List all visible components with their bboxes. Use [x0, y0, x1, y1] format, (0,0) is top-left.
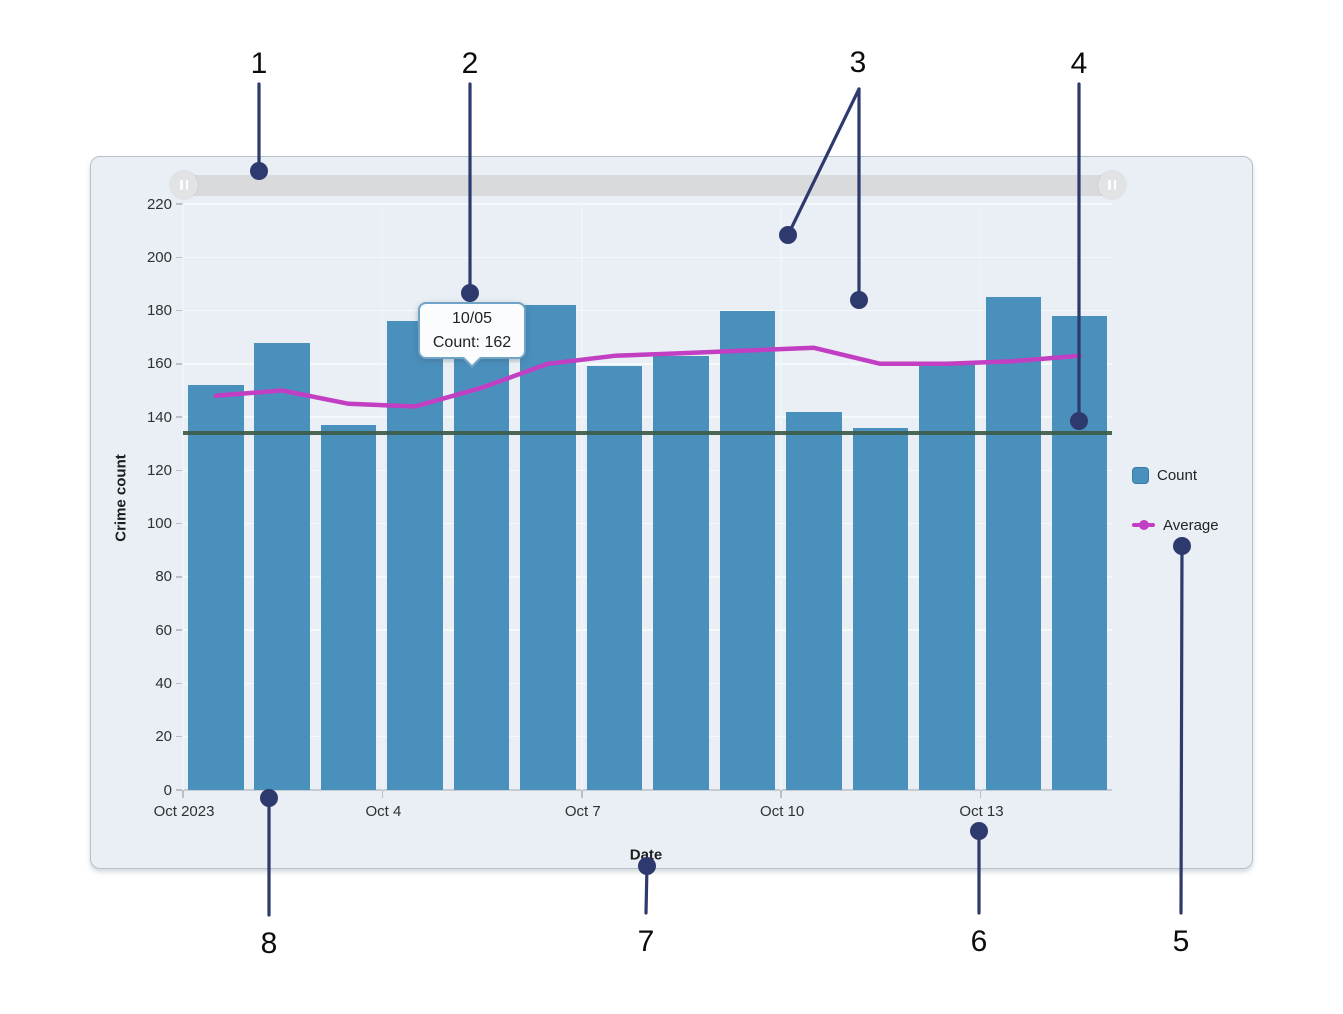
- x-tick-mark: [979, 790, 982, 798]
- y-tick-mark: [176, 522, 183, 525]
- tooltip: 10/05 Count: 162: [418, 302, 526, 359]
- slider-grip-icon: [180, 180, 188, 190]
- x-gridline: [979, 204, 982, 790]
- count-bar[interactable]: [387, 321, 443, 790]
- legend-bar-swatch-icon: [1132, 466, 1149, 484]
- x-tick-mark: [780, 790, 782, 798]
- tooltip-date: 10/05: [451, 309, 493, 327]
- slider-right-handle[interactable]: [1098, 171, 1126, 199]
- y-tick-label: 20: [155, 728, 172, 746]
- y-tick-mark: [176, 363, 183, 365]
- y-tick-label: 40: [155, 674, 172, 692]
- y-tick-label: 140: [146, 408, 172, 426]
- y-axis-title: Crime count: [112, 454, 130, 542]
- y-tick-label: 100: [146, 515, 172, 533]
- y-gridline: [183, 735, 1112, 738]
- y-gridline: [183, 203, 1112, 205]
- callout-number-6: 6: [970, 925, 988, 958]
- x-tick-mark: [581, 790, 583, 798]
- count-bar[interactable]: [719, 310, 776, 790]
- callout-number-2: 2: [461, 47, 479, 80]
- x-gridline: [581, 204, 583, 790]
- x-tick-label: Oct 7: [564, 803, 601, 820]
- tooltip-value: Count: 162: [432, 333, 512, 351]
- y-tick-mark: [176, 256, 183, 259]
- legend-item-count[interactable]: Count: [1132, 458, 1197, 492]
- x-tick-label: Oct 2023: [153, 803, 215, 820]
- slider-left-handle[interactable]: [170, 171, 198, 199]
- count-bar[interactable]: [320, 425, 377, 790]
- y-tick-mark: [176, 576, 183, 578]
- y-tick-mark: [176, 416, 183, 418]
- y-gridline: [183, 309, 1112, 312]
- x-tick-mark: [182, 790, 184, 798]
- y-tick-label: 220: [146, 195, 172, 213]
- y-tick-label: 60: [155, 621, 172, 639]
- callout-number-7: 7: [637, 925, 655, 958]
- callout-number-3: 3: [849, 46, 867, 79]
- y-tick-label: 180: [146, 302, 172, 320]
- y-tick-label: 0: [163, 781, 172, 799]
- count-bar[interactable]: [254, 342, 310, 790]
- count-bar[interactable]: [586, 366, 643, 790]
- legend-line-marker-icon: [1132, 520, 1155, 530]
- y-gridline: [183, 522, 1112, 525]
- y-gridline: [183, 416, 1112, 418]
- legend-label: Average: [1163, 516, 1219, 534]
- count-bar[interactable]: [1051, 315, 1108, 790]
- y-tick-mark: [176, 735, 183, 738]
- callout-number-1: 1: [250, 47, 268, 80]
- slider-track[interactable]: [181, 175, 1112, 196]
- y-gridline: [183, 789, 1112, 791]
- count-bar[interactable]: [852, 427, 909, 790]
- y-gridline: [183, 629, 1112, 631]
- y-gridline: [183, 576, 1112, 578]
- reference-line: [183, 430, 1112, 436]
- y-tick-mark: [176, 203, 183, 205]
- y-gridline: [183, 469, 1112, 472]
- y-gridline: [183, 682, 1112, 685]
- y-tick-label: 120: [146, 461, 172, 479]
- y-tick-label: 80: [155, 568, 172, 586]
- callout-number-5: 5: [1172, 925, 1190, 958]
- legend-label: Count: [1157, 466, 1198, 484]
- count-bar[interactable]: [653, 355, 709, 790]
- legend-item-average[interactable]: Average: [1132, 508, 1219, 542]
- x-tick-label: Oct 4: [365, 803, 402, 820]
- x-axis-title: Date: [629, 846, 663, 864]
- y-tick-mark: [176, 789, 183, 791]
- y-tick-mark: [176, 629, 183, 631]
- count-bar[interactable]: [188, 385, 244, 790]
- y-tick-mark: [176, 469, 183, 472]
- count-bar[interactable]: [919, 363, 975, 790]
- count-bar[interactable]: [520, 305, 576, 790]
- x-tick-label: Oct 10: [760, 803, 805, 820]
- y-tick-label: 160: [146, 355, 172, 373]
- count-bar[interactable]: [985, 297, 1042, 790]
- y-tick-label: 200: [146, 248, 172, 266]
- count-bar[interactable]: [453, 358, 510, 790]
- x-gridline: [780, 204, 782, 790]
- y-tick-mark: [176, 309, 183, 312]
- y-gridline: [183, 256, 1112, 259]
- x-gridline: [381, 204, 384, 790]
- x-tick-label: Oct 13: [959, 803, 1004, 820]
- x-tick-mark: [381, 790, 384, 798]
- slider-grip-icon: [1108, 180, 1116, 190]
- callout-number-8: 8: [260, 927, 278, 960]
- callout-number-4: 4: [1070, 47, 1088, 80]
- x-gridline: [182, 204, 184, 790]
- count-bar[interactable]: [786, 411, 842, 790]
- y-tick-mark: [176, 682, 183, 685]
